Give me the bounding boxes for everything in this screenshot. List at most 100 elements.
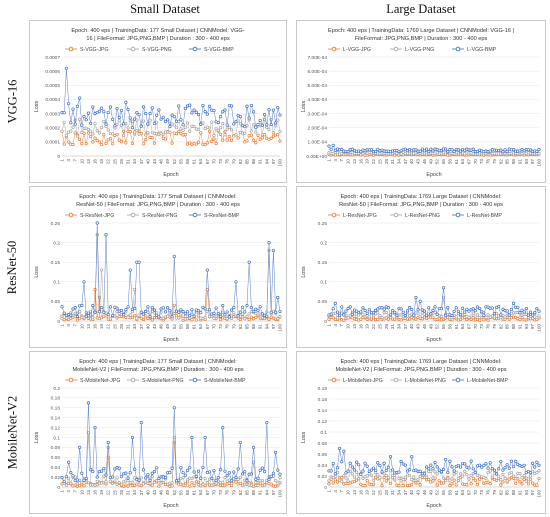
data-point <box>335 480 340 484</box>
data-point <box>486 318 490 322</box>
data-point <box>93 483 97 487</box>
data-point <box>161 115 165 119</box>
data-point <box>128 116 132 120</box>
data-point <box>201 305 205 309</box>
data-point <box>418 149 422 153</box>
data-point <box>503 476 507 481</box>
data-point <box>399 313 403 317</box>
data-point <box>499 148 503 152</box>
data-point <box>327 144 331 148</box>
data-point <box>115 106 119 111</box>
y-tick-label: 0.1 <box>320 430 327 436</box>
data-point <box>278 130 282 134</box>
data-point <box>84 126 88 130</box>
x-tick-label: 46 <box>422 324 427 330</box>
data-point <box>380 470 384 474</box>
chart-svg: Epoch: 400 eps | TrainingData: 177 Small… <box>34 194 283 343</box>
x-tick-label: 37 <box>403 159 408 165</box>
data-point <box>190 435 194 440</box>
data-point <box>254 141 258 145</box>
data-point <box>146 305 150 309</box>
y-axis-label: Loss <box>301 266 307 278</box>
data-point <box>274 124 278 128</box>
svg-text:L-VGG-PNG: L-VGG-PNG <box>405 47 434 53</box>
svg-text:L-MobileNet-JPG: L-MobileNet-JPG <box>343 378 383 384</box>
x-tick-label: 4 <box>333 324 338 327</box>
data-point <box>170 113 174 117</box>
data-point <box>232 122 236 126</box>
data-point <box>499 459 503 464</box>
data-point <box>95 129 99 133</box>
data-point <box>102 466 106 471</box>
data-point <box>454 315 458 319</box>
data-point <box>395 313 399 317</box>
data-point <box>265 123 269 127</box>
data-point <box>144 111 148 116</box>
data-point <box>192 108 196 112</box>
data-point <box>514 481 518 485</box>
data-point <box>429 469 433 474</box>
data-point <box>418 299 422 304</box>
y-tick-label: 0 <box>57 485 60 491</box>
data-point <box>225 138 229 142</box>
data-point <box>163 475 168 480</box>
data-point <box>238 440 242 445</box>
data-point <box>174 132 179 136</box>
x-tick-label: 31 <box>126 159 131 165</box>
data-point <box>354 314 359 318</box>
data-point <box>80 142 84 146</box>
data-point <box>405 469 410 473</box>
data-point <box>234 475 238 480</box>
x-axis-label: Epoch <box>426 337 441 343</box>
data-point <box>111 142 115 146</box>
chart-svg: Epoch: 400 eps | TrainingData: 1769 Larg… <box>301 359 542 509</box>
x-tick-label: 61 <box>192 324 197 330</box>
x-tick-label: 97 <box>271 159 276 165</box>
data-point <box>144 309 148 314</box>
legend-entry: L-MobileNet-JPG <box>328 377 383 384</box>
data-point <box>69 129 73 133</box>
data-point <box>234 480 238 484</box>
data-point <box>473 309 477 313</box>
data-point <box>386 306 390 310</box>
data-point <box>168 470 172 475</box>
data-point <box>509 470 514 475</box>
data-point <box>141 142 146 146</box>
data-point <box>141 119 146 123</box>
x-tick-label: 82 <box>238 159 243 165</box>
data-point <box>152 121 157 126</box>
data-point <box>75 314 80 319</box>
data-point <box>152 470 157 474</box>
data-point <box>514 459 518 463</box>
data-point <box>331 481 335 485</box>
data-point <box>456 476 460 481</box>
data-point <box>181 475 185 480</box>
data-point <box>78 96 82 100</box>
data-point <box>75 104 80 108</box>
x-tick-label: 61 <box>454 324 459 330</box>
series-jpg <box>60 129 282 147</box>
data-point <box>384 473 388 478</box>
data-point <box>139 124 143 128</box>
x-tick-label: 100 <box>278 490 283 498</box>
x-tick-label: 7 <box>73 490 78 493</box>
data-point <box>435 312 439 316</box>
data-point <box>391 473 395 478</box>
x-tick-label: 88 <box>251 490 256 496</box>
data-point <box>501 472 505 476</box>
data-point <box>80 471 84 475</box>
data-point <box>251 445 256 450</box>
data-point <box>97 316 102 321</box>
data-point <box>210 120 214 124</box>
data-point <box>201 482 205 487</box>
y-tick-label: 0.05 <box>51 299 61 305</box>
data-point <box>269 136 273 140</box>
chart-title-line: Epoch: 400 eps | TrainingData: 1769 Larg… <box>328 28 514 34</box>
legend-entry: L-VGG-BMP <box>452 46 497 53</box>
data-point <box>93 310 97 314</box>
x-tick-label: 88 <box>511 324 516 330</box>
data-point <box>354 478 359 482</box>
data-point <box>179 127 183 131</box>
data-point <box>427 150 431 154</box>
data-point <box>161 132 165 136</box>
